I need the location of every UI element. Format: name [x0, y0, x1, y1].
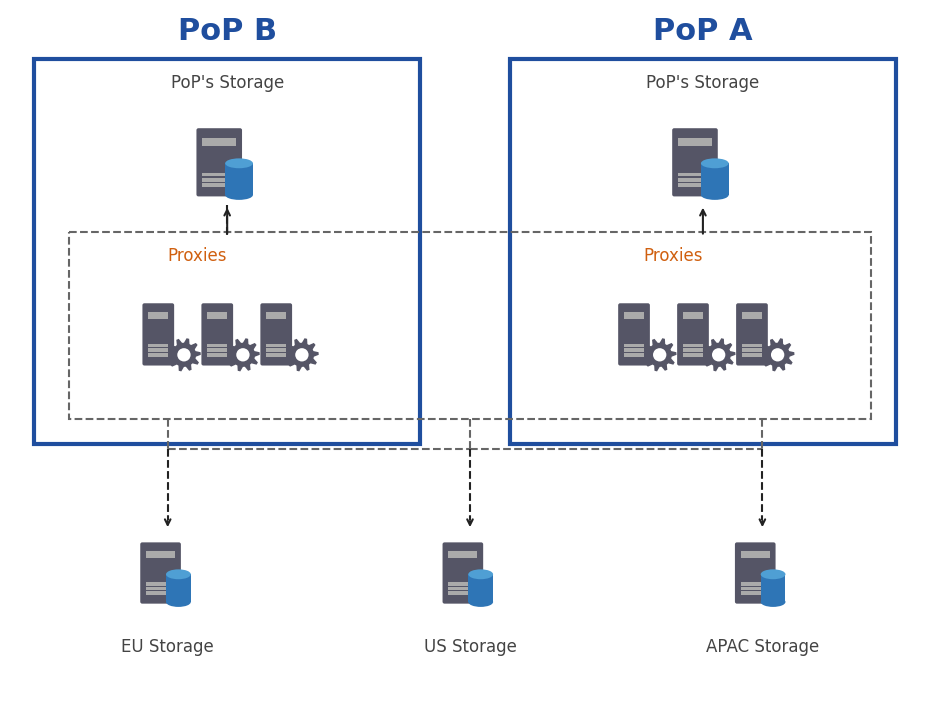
Bar	[148, 348, 168, 352]
FancyBboxPatch shape	[672, 128, 717, 197]
FancyBboxPatch shape	[260, 303, 292, 366]
Bar	[741, 552, 770, 558]
Bar	[146, 587, 175, 590]
Text: PoP's Storage: PoP's Storage	[646, 74, 760, 92]
Bar	[624, 348, 644, 352]
Bar	[208, 312, 227, 319]
Bar	[267, 343, 286, 348]
FancyBboxPatch shape	[735, 542, 776, 603]
Text: PoP A: PoP A	[654, 17, 753, 46]
Bar	[146, 552, 175, 558]
FancyBboxPatch shape	[677, 303, 709, 366]
Ellipse shape	[469, 570, 493, 579]
Bar	[267, 348, 286, 352]
Bar	[683, 343, 703, 348]
Bar	[678, 183, 712, 186]
Bar	[203, 178, 236, 181]
Bar	[203, 183, 236, 186]
Bar	[69, 232, 871, 419]
Ellipse shape	[700, 190, 729, 200]
Bar	[624, 343, 644, 348]
Circle shape	[237, 348, 250, 361]
Polygon shape	[643, 338, 676, 372]
Bar	[741, 582, 770, 586]
Bar	[624, 353, 644, 357]
Polygon shape	[701, 338, 735, 372]
Bar	[683, 312, 703, 319]
Bar	[742, 343, 762, 348]
Polygon shape	[285, 338, 318, 372]
Circle shape	[771, 348, 784, 361]
Bar	[742, 348, 762, 352]
Bar	[148, 353, 168, 357]
Bar	[741, 591, 770, 595]
Bar	[449, 552, 477, 558]
Bar	[225, 163, 253, 195]
Circle shape	[712, 348, 725, 361]
Circle shape	[653, 348, 667, 361]
Bar	[146, 591, 175, 595]
Text: EU Storage: EU Storage	[121, 638, 214, 656]
Bar	[148, 312, 168, 319]
Bar	[208, 353, 227, 357]
Ellipse shape	[225, 158, 253, 168]
Ellipse shape	[166, 597, 191, 607]
Ellipse shape	[225, 190, 253, 200]
Text: PoP's Storage: PoP's Storage	[171, 74, 284, 92]
Circle shape	[177, 348, 191, 361]
Text: US Storage: US Storage	[423, 638, 516, 656]
FancyBboxPatch shape	[618, 303, 650, 366]
Bar	[34, 58, 421, 444]
Bar	[742, 353, 762, 357]
Circle shape	[295, 348, 309, 361]
FancyBboxPatch shape	[140, 542, 181, 603]
Ellipse shape	[166, 570, 191, 579]
Bar	[203, 173, 236, 176]
Polygon shape	[167, 338, 201, 372]
Bar	[678, 138, 712, 145]
Bar	[203, 138, 236, 145]
Bar	[208, 343, 227, 348]
Bar	[146, 582, 175, 586]
Polygon shape	[761, 338, 794, 372]
Bar	[267, 353, 286, 357]
Text: Proxies: Proxies	[168, 247, 227, 265]
Bar	[700, 163, 729, 195]
Bar	[469, 575, 493, 602]
FancyBboxPatch shape	[736, 303, 768, 366]
Bar	[449, 591, 477, 595]
Bar	[449, 587, 477, 590]
Bar	[449, 582, 477, 586]
Bar	[208, 348, 227, 352]
Ellipse shape	[761, 570, 785, 579]
Text: PoP B: PoP B	[177, 17, 277, 46]
Bar	[166, 575, 191, 602]
Ellipse shape	[761, 597, 785, 607]
FancyBboxPatch shape	[143, 303, 174, 366]
Polygon shape	[226, 338, 260, 372]
Bar	[678, 178, 712, 181]
FancyBboxPatch shape	[196, 128, 242, 197]
Bar	[683, 348, 703, 352]
Bar	[742, 312, 762, 319]
FancyBboxPatch shape	[201, 303, 233, 366]
Bar	[683, 353, 703, 357]
Bar	[741, 587, 770, 590]
Bar	[761, 575, 785, 602]
FancyBboxPatch shape	[442, 542, 484, 603]
Bar	[510, 58, 896, 444]
Ellipse shape	[700, 158, 729, 168]
Bar	[624, 312, 644, 319]
Text: Proxies: Proxies	[643, 247, 703, 265]
Bar	[148, 343, 168, 348]
Text: APAC Storage: APAC Storage	[706, 638, 819, 656]
Bar	[267, 312, 286, 319]
Bar	[678, 173, 712, 176]
Ellipse shape	[469, 597, 493, 607]
